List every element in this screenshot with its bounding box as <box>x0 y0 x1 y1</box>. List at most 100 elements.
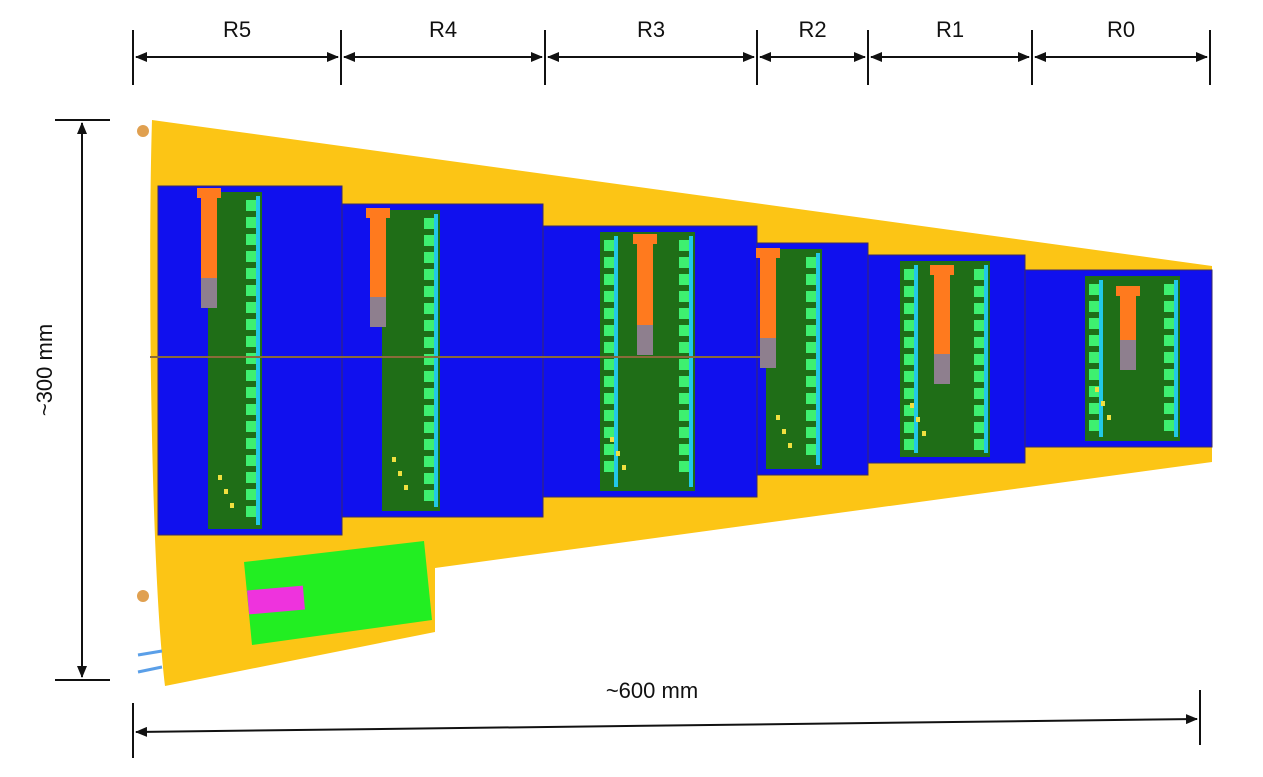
readout-chip <box>679 444 689 455</box>
readout-chip <box>1089 301 1099 312</box>
readout-chip <box>604 308 614 319</box>
readout-chip <box>679 325 689 336</box>
readout-chip <box>604 240 614 251</box>
smd-component <box>230 503 234 508</box>
width-label: ~600 mm <box>606 678 698 703</box>
readout-chip <box>679 342 689 353</box>
readout-chip <box>246 217 256 228</box>
readout-chip <box>679 461 689 472</box>
readout-chip <box>974 422 984 433</box>
cooling-pipe-icon <box>137 649 163 674</box>
readout-chip <box>424 337 434 348</box>
readout-chip <box>974 388 984 399</box>
width-dimension: ~600 mm <box>132 678 1201 758</box>
readout-chip <box>604 257 614 268</box>
readout-chip <box>246 455 256 466</box>
chip-edge-r1 <box>984 265 988 453</box>
module-r1 <box>867 254 1026 464</box>
module-r2 <box>756 242 869 476</box>
readout-chip <box>806 393 816 404</box>
readout-chip <box>424 269 434 280</box>
readout-chip <box>604 427 614 438</box>
readout-chip <box>904 371 914 382</box>
smd-component <box>224 489 228 494</box>
readout-chip <box>974 269 984 280</box>
readout-chip <box>604 325 614 336</box>
readout-chip <box>806 444 816 455</box>
readout-chip <box>679 427 689 438</box>
sensor-modules <box>157 185 1213 536</box>
readout-chip <box>604 359 614 370</box>
smd-component <box>782 429 786 434</box>
region-label-r5: R5 <box>223 17 251 42</box>
readout-chip <box>904 286 914 297</box>
readout-chip <box>246 200 256 211</box>
readout-chip <box>246 438 256 449</box>
mounting-pin-top <box>137 125 149 137</box>
region-label-r2: R2 <box>798 17 826 42</box>
readout-chip <box>904 439 914 450</box>
readout-chip <box>679 393 689 404</box>
readout-chip <box>679 240 689 251</box>
readout-chip <box>1164 369 1174 380</box>
readout-chip <box>424 473 434 484</box>
readout-chip <box>974 354 984 365</box>
smd-component <box>922 431 926 436</box>
readout-chip <box>806 359 816 370</box>
readout-chip <box>604 342 614 353</box>
smd-component <box>776 415 780 420</box>
readout-chip <box>424 303 434 314</box>
readout-chip <box>424 286 434 297</box>
mounting-pin-bottom <box>137 590 149 602</box>
readout-chip <box>679 291 689 302</box>
connector-r4 <box>366 208 390 327</box>
readout-chip <box>424 235 434 246</box>
region-label-r0: R0 <box>1107 17 1135 42</box>
chip-edge-r5 <box>256 196 260 525</box>
readout-chip <box>974 405 984 416</box>
readout-chip <box>904 303 914 314</box>
readout-chip <box>246 336 256 347</box>
readout-chip <box>679 257 689 268</box>
readout-chip <box>1089 352 1099 363</box>
smd-component <box>1095 387 1099 392</box>
readout-chip <box>806 342 816 353</box>
readout-chip <box>904 320 914 331</box>
smd-component <box>622 465 626 470</box>
readout-chip <box>1089 386 1099 397</box>
readout-chip <box>424 252 434 263</box>
readout-chip <box>246 506 256 517</box>
chip-edge-r0 <box>1099 280 1103 437</box>
readout-chip <box>904 269 914 280</box>
readout-chip <box>806 325 816 336</box>
readout-chip <box>246 404 256 415</box>
region-dimension-bar: R5 R4 R3 R2 R1 R0 <box>132 17 1211 85</box>
readout-chip <box>604 461 614 472</box>
smd-component <box>610 437 614 442</box>
connector-r0 <box>1116 286 1140 370</box>
power-board <box>244 541 432 645</box>
readout-chip <box>1164 335 1174 346</box>
readout-chip <box>604 274 614 285</box>
readout-chip <box>424 218 434 229</box>
readout-chip <box>246 353 256 364</box>
readout-chip <box>1164 386 1174 397</box>
chip-edge-r3 <box>689 236 693 487</box>
readout-chip <box>246 387 256 398</box>
readout-chip <box>1089 335 1099 346</box>
readout-chip <box>246 302 256 313</box>
readout-chip <box>424 354 434 365</box>
readout-chip <box>1164 318 1174 329</box>
readout-chip <box>806 257 816 268</box>
readout-chip <box>1164 301 1174 312</box>
readout-chip <box>679 376 689 387</box>
smd-component <box>910 403 914 408</box>
readout-chip <box>904 337 914 348</box>
readout-chip <box>424 405 434 416</box>
chip-edge-r2 <box>816 253 820 465</box>
readout-chip <box>974 337 984 348</box>
readout-chip <box>974 303 984 314</box>
readout-chip <box>974 320 984 331</box>
power-chip <box>247 585 305 615</box>
